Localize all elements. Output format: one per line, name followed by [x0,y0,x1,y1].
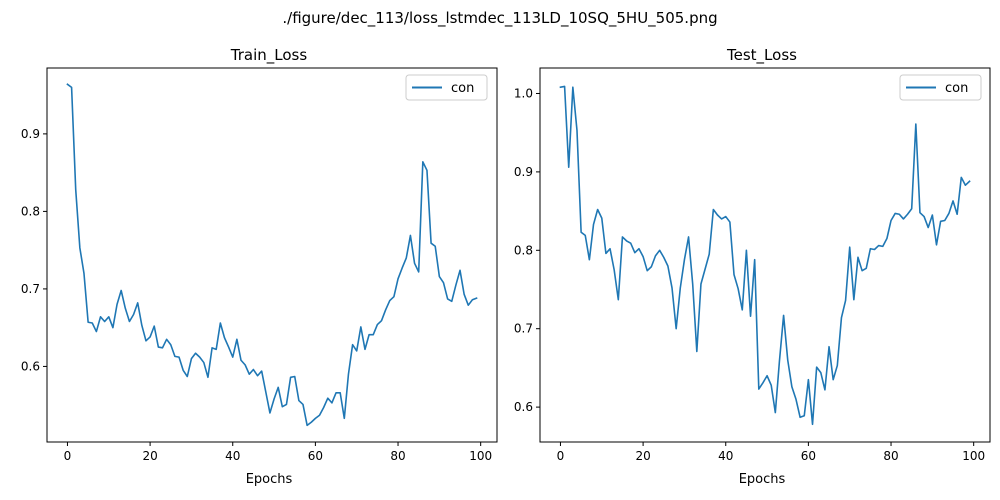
legend-label: con [451,81,474,96]
axes-frame [539,67,991,443]
y-tick-label: 0.8 [514,243,533,257]
x-tick-label: 0 [64,449,72,463]
x-tick-label: 0 [557,449,565,463]
chart-title: Test_Loss [726,46,797,65]
y-tick-label: 0.6 [21,359,40,373]
y-tick-label: 0.9 [514,165,533,179]
legend: con [405,74,488,101]
x-tick-label: 60 [308,449,323,463]
figure-suptitle: ./figure/dec_113/loss_lstmdec_113LD_10SQ… [282,9,717,28]
x-axis-label: Epochs [739,472,786,487]
x-tick-label: 100 [962,449,985,463]
x-tick-label: 100 [469,449,492,463]
x-tick-label: 80 [390,449,405,463]
x-tick-label: 20 [635,449,650,463]
series-line-0 [559,85,971,426]
series-line-0 [66,83,478,427]
chart-title: Train_Loss [230,46,308,65]
y-tick-label: 0.7 [21,282,40,296]
x-tick-label: 40 [718,449,733,463]
x-axis-label: Epochs [246,472,293,487]
y-tick-label: 0.8 [21,204,40,218]
y-tick-label: 0.6 [514,400,533,414]
y-tick-label: 1.0 [514,86,533,100]
legend-label: con [945,81,968,96]
axes-frame [46,67,498,443]
x-tick-label: 20 [142,449,157,463]
legend: con [899,74,982,101]
train-loss-chart: Train_Loss Epochs con 0 20 40 60 80 100 0.6 0.7… [21,46,498,487]
test-loss-chart: Test_Loss Epochs con 0 20 40 60 80 100 0.6 0.7 0… [514,46,991,487]
legend-box [899,74,982,101]
x-tick-label: 60 [801,449,816,463]
y-tick-label: 0.7 [514,322,533,336]
x-tick-label: 80 [883,449,898,463]
legend-box [405,74,488,101]
y-tick-label: 0.9 [21,127,40,141]
x-tick-label: 40 [225,449,240,463]
